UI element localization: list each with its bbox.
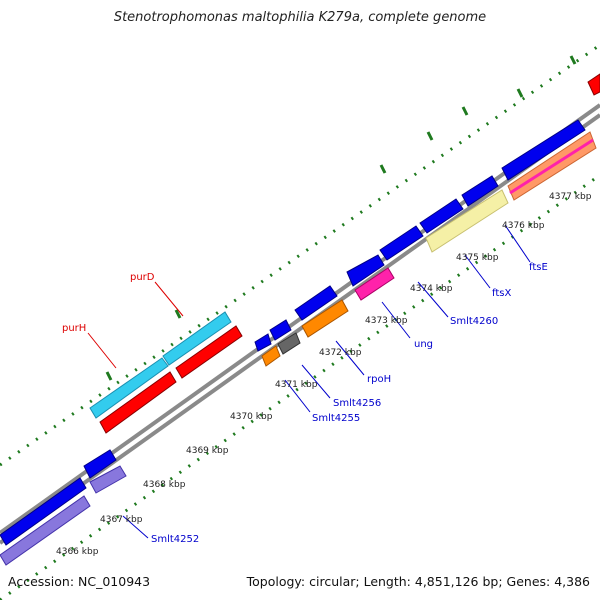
scale-label: 4369 kbp [186, 446, 229, 456]
gene-arrow-yellow [425, 189, 509, 253]
gene-label-smlt4260: Smlt4260 [450, 316, 498, 327]
gene-labels: purH purD Smlt4252 Smlt4255 Smlt4256 rpo… [62, 262, 548, 545]
scale-label: 4373 kbp [365, 316, 408, 326]
genome-summary: Topology: circular; Length: 4,851,126 bp… [246, 574, 590, 589]
gene-arrow-orange-2 [301, 299, 349, 338]
reverse-gene-arrows [0, 131, 597, 566]
gene-label-purH: purH [62, 323, 86, 334]
gene-arrow-fwd-c [269, 319, 292, 341]
scale-label: 4367 kbp [100, 515, 143, 525]
gene-label-smlt4255: Smlt4255 [312, 413, 360, 424]
gene-label-rpoH: rpoH [367, 374, 391, 385]
scale-label: 4368 kbp [143, 480, 186, 490]
gene-arrow-fwd-d [294, 285, 338, 321]
gene-arrow-purH [89, 357, 169, 419]
gene-label-ftsX: ftsX [492, 288, 511, 299]
gene-arrow-pink [354, 267, 395, 301]
gene-arrow-fwd-i [501, 119, 586, 181]
outer-tick-track [0, 43, 600, 467]
map-title: Stenotrophomonas maltophilia K279a, comp… [113, 10, 487, 25]
gene-arrow-red-2 [175, 325, 243, 379]
scale-label: 4374 kbp [410, 284, 453, 294]
gene-label-ung: ung [414, 339, 433, 350]
gene-arrow-gray [277, 332, 301, 355]
gene-arrow-orange-1 [261, 345, 281, 367]
outer-major-ticks [105, 55, 577, 381]
gene-arrow-purple-1 [0, 495, 91, 566]
gene-arrow-fwd-b [254, 333, 272, 352]
scale-label: 4376 kbp [502, 221, 545, 231]
scale-label: 4366 kbp [56, 547, 99, 557]
gene-arrow-fwd-a [83, 449, 117, 479]
scale-label: 4377 kbp [549, 192, 592, 202]
forward-gene-arrows [0, 73, 600, 546]
gene-arrow-fwd-h [461, 175, 499, 207]
label-leader-lines [87, 224, 531, 539]
scale-label: 4370 kbp [230, 412, 273, 422]
inner-tick-track [0, 173, 600, 600]
gene-arrow-purple-2 [89, 465, 127, 494]
scale-label: 4372 kbp [319, 348, 362, 358]
accession-label: Accession: NC_010943 [8, 574, 151, 589]
gene-label-smlt4252: Smlt4252 [151, 534, 199, 545]
gene-label-purD: purD [130, 272, 155, 283]
scale-labels: 4366 kbp 4367 kbp 4368 kbp 4369 kbp 4370… [56, 192, 592, 557]
gene-stripe-salmon [509, 138, 594, 195]
gene-arrow-red-1 [99, 371, 177, 434]
gene-label-ftsE: ftsE [529, 262, 548, 273]
gene-arrow-fwd-g [419, 198, 464, 234]
scale-label: 4375 kbp [456, 253, 499, 263]
scale-label: 4371 kbp [275, 380, 318, 390]
gene-arrow-smlt4252-fwd [0, 477, 87, 546]
gene-arrow-purD [162, 311, 232, 366]
gene-arrow-fwd-f [379, 225, 424, 261]
gene-label-smlt4256: Smlt4256 [333, 398, 381, 409]
gene-arrow-fwd-e [346, 254, 385, 287]
gene-arrow-fwd-j [587, 73, 600, 96]
